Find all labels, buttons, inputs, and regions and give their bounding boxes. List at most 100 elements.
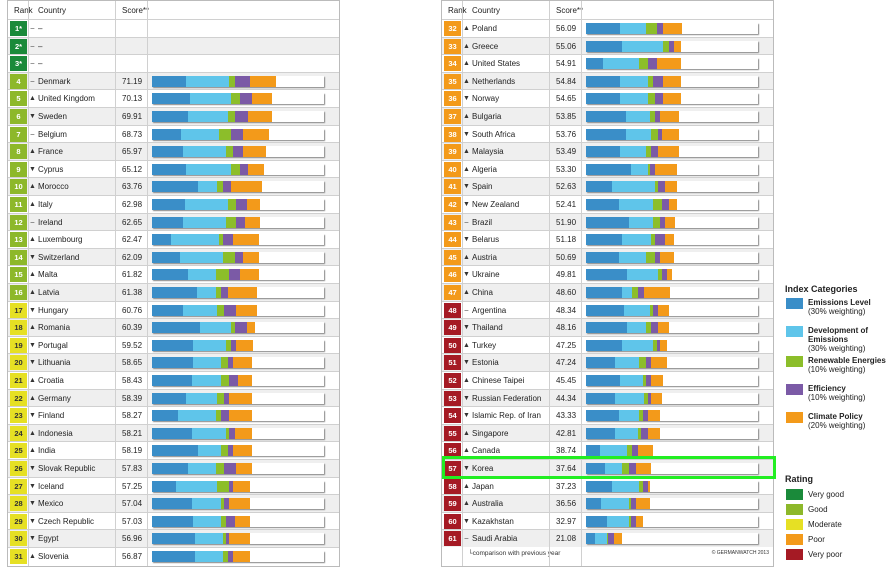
bar-segment-policy [251,93,273,105]
bar-segment-emissions-level [586,392,616,404]
rank-badge: 60 [444,513,461,529]
score-value: 32.97 [556,516,577,526]
bar-segment-emissions-development [615,392,645,404]
table-row: 44 ▼ Belarus 51.18 [442,230,773,248]
score-value: 71.19 [122,76,143,86]
table-row: 20 ▼ Lithuania 58.65 [8,353,339,372]
score-bar [586,75,758,87]
rank-badge: 10 [10,179,27,195]
score-bar [152,515,324,527]
score-value: 57.83 [122,464,143,473]
country-name: Malta [38,270,58,280]
bar-segment-policy [635,515,643,527]
table-row: 27 ▼ Iceland 57.25 [8,476,339,495]
score-bar [152,533,324,545]
arrow-up-icon: ▲ [463,113,470,120]
table-row: 26 ▼ Slovak Republic 57.83 [8,459,339,477]
table-row: 43– Brazil 51.90 [442,212,773,231]
arrow-up-icon: ▲ [29,183,36,191]
bar-segment-emissions-development [620,75,648,87]
bar-segment-efficiency [654,251,660,263]
country-name: Hungary [38,305,69,315]
score-value: 69.91 [122,112,143,121]
bar-segment-efficiency [642,410,648,422]
table-row: 33 ▲ Greece 55.06 [442,36,773,55]
country-name: Czech Republic [38,516,95,526]
rank-badge: 51 [444,355,461,371]
bar-segment-efficiency [629,463,636,474]
bar-segment-emissions-level [586,269,628,281]
bar-segment-efficiency [236,199,247,210]
table-row: 10 ▲ Morocco 63.76 [8,177,339,196]
bar-segment-policy [231,181,263,193]
table-header: Rank Country Score** [442,1,773,19]
bar-segment-emissions-level [152,251,180,263]
bar-segment-renewable [651,234,655,246]
bar-segment-policy [613,533,623,545]
rank-badge: 29 [10,513,27,529]
rank-badge: 26 [10,461,27,476]
arrow-up-icon: ▲ [29,377,36,384]
country-name: Bulgaria [472,112,502,121]
bar-segment-policy [238,375,252,386]
score-value: 60.39 [122,323,143,333]
table-row: 35 ▲ Netherlands 54.84 [442,71,773,90]
bar-segment-policy [239,269,259,281]
bar-segment-policy [666,269,672,281]
bar-segment-policy [663,93,681,105]
bar-segment-efficiency [646,375,652,386]
score-value: 59.52 [122,340,143,350]
bar-segment-emissions-level [586,234,623,246]
bar-segment-emissions-level [152,146,183,158]
score-bar [152,269,324,281]
rank-badge: 39 [444,144,461,160]
rank-badge: 33 [444,38,461,54]
bar-segment-emissions-development [615,427,638,439]
legend-category-label: Renewable Energies (10% weighting) [808,356,886,374]
bar-segment-emissions-development [193,339,226,351]
bar-segment-efficiency [239,93,252,105]
rank-badge: 61 [444,531,461,547]
country-name: Finland [38,411,65,421]
header-score: Score** [122,6,150,15]
rank-badge: 44 [444,232,461,248]
score-value: 54.65 [556,94,577,104]
table-row: 11 ▲ Italy 62.98 [8,195,339,213]
score-bar [152,480,324,492]
bar-segment-emissions-level [586,427,616,439]
header-country: Country [472,6,501,15]
bar-segment-policy [236,304,257,316]
table-row: 53 ▼ Russian Federation 44.34 [442,388,773,407]
country-name: – [38,41,43,51]
score-value: 56.09 [556,24,577,33]
bar-segment-renewable [653,216,660,228]
score-value: 62.98 [122,200,143,209]
rank-badge: 37 [444,109,461,124]
table-row: 36 ▼ Norway 54.65 [442,89,773,107]
country-name: Norway [472,94,500,104]
score-value: 56.96 [122,534,143,544]
rank-badge: 40 [444,161,461,177]
legend-rating-label: Very good [808,490,845,499]
country-name: Denmark [38,76,71,86]
bar-segment-efficiency [647,392,652,404]
legend-rating-swatch-moderate [786,519,803,530]
score-bar [586,498,758,510]
bar-segment-emissions-development [622,234,652,246]
rank-badge: 3* [10,56,27,72]
bar-segment-policy [246,322,256,334]
bar-segment-renewable [642,375,647,386]
legend-rating-swatch-very-poor [786,549,803,560]
rank-badge: 46 [444,267,461,283]
arrow-down-icon: ▼ [463,359,470,367]
score-bar [152,498,324,510]
country-name: Lithuania [38,358,71,368]
bar-segment-renewable [222,251,235,263]
rank-badge: 30 [10,531,27,547]
legend-swatch-renewable [786,356,803,367]
header-rank: Rank [14,6,33,15]
rank-badge: 34 [444,56,461,72]
bar-segment-efficiency [651,322,659,334]
score-value: 45.45 [556,376,577,385]
bar-segment-emissions-development [620,93,648,105]
